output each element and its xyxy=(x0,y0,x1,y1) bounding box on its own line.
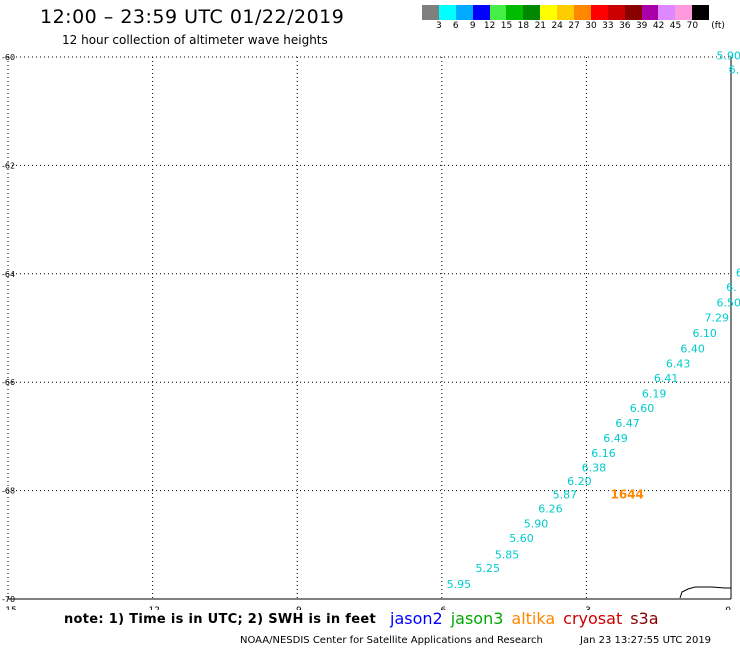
legend-label: 36 xyxy=(619,21,631,31)
wave-height-label: 6.41 xyxy=(654,372,679,385)
legend-label: 70 xyxy=(686,21,699,31)
lat-label: -66 xyxy=(2,378,15,387)
legend-label: 9 xyxy=(469,21,476,31)
footer-credit: NOAA/NESDIS Center for Satellite Applica… xyxy=(240,635,543,646)
wave-height-label: 6.40 xyxy=(680,342,705,355)
lon-label: -15 xyxy=(2,606,17,610)
legend-swatch xyxy=(607,5,625,20)
wave-height-label: 7.29 xyxy=(704,311,729,324)
lon-label: -6 xyxy=(437,606,446,610)
wave-height-label: 6.10 xyxy=(692,327,717,340)
wave-height-label: 6.60 xyxy=(630,402,655,415)
lon-label: 0 xyxy=(725,606,731,610)
page-subtitle: 12 hour collection of altimeter wave hei… xyxy=(62,33,328,47)
legend-swatch xyxy=(675,5,693,20)
wave-height-label: 5.60 xyxy=(509,532,534,545)
footer-note: note: 1) Time is in UTC; 2) SWH is in fe… xyxy=(64,612,376,627)
satellite-cryosat: cryosat xyxy=(563,609,623,628)
legend-swatch xyxy=(641,5,659,20)
legend-swatch xyxy=(506,5,524,20)
color-legend xyxy=(422,5,710,20)
wave-height-label: 6.20 xyxy=(567,475,592,488)
wave-height-label: 6.47 xyxy=(615,417,640,430)
legend-swatch xyxy=(574,5,591,20)
wave-height-label: 6.38 xyxy=(582,462,607,475)
legend-swatch xyxy=(692,5,710,20)
lon-label: -12 xyxy=(145,606,160,610)
legend-swatch xyxy=(472,5,490,20)
lat-label: -70 xyxy=(2,595,15,604)
legend-label: 39 xyxy=(635,21,648,31)
wave-height-label: 6.34 xyxy=(729,63,740,76)
color-legend-labels: 3 6 9 12 15 18 21 24 27 30 33 36 39 42 45 70 (ft) xyxy=(422,21,740,35)
wave-height-label: 6.49 xyxy=(603,432,628,445)
legend-label: 45 xyxy=(669,21,682,31)
legend-swatch xyxy=(523,5,541,20)
lat-label: -64 xyxy=(2,270,15,279)
lat-label: -68 xyxy=(2,487,15,496)
wave-height-label: 6. xyxy=(726,281,737,294)
wave-height-label: 6.16 xyxy=(591,447,616,460)
satellite-altika: altika xyxy=(511,609,556,628)
legend-label: 27 xyxy=(568,21,580,31)
legend-swatch xyxy=(540,5,558,20)
legend-label: 42 xyxy=(652,21,665,31)
legend-label: 3 xyxy=(436,21,442,31)
legend-swatch xyxy=(658,5,676,20)
wave-height-label: 5.90 xyxy=(717,50,740,63)
legend-unit: (ft) xyxy=(711,21,725,31)
legend-swatch xyxy=(438,5,456,20)
wave-height-label: 6 xyxy=(736,267,740,280)
wave-height-label: 6.43 xyxy=(666,358,691,371)
coastline xyxy=(679,586,731,599)
wave-height-map: -60-62-64-66-68-70-15-12-9-6-305.906.346… xyxy=(2,50,740,610)
satellite-legend: jason2 jason3 altika cryosat s3a xyxy=(390,609,667,628)
lon-label: -9 xyxy=(293,606,302,610)
legend-swatch xyxy=(455,5,473,20)
legend-label: 6 xyxy=(452,21,459,31)
wave-height-label: 6.50 xyxy=(717,296,740,309)
wave-height-label: 5.87 xyxy=(553,489,578,502)
legend-label: 33 xyxy=(602,21,614,31)
wave-height-label: 5.85 xyxy=(495,548,520,561)
satellite-jason3: jason3 xyxy=(450,609,504,628)
legend-swatch xyxy=(422,5,439,20)
satellite-s3a: s3a xyxy=(630,609,659,628)
pass-time-label: 1644 xyxy=(611,488,644,502)
lon-label: -3 xyxy=(582,606,591,610)
legend-label: 15 xyxy=(500,21,513,31)
legend-label: 24 xyxy=(551,21,563,31)
legend-swatch xyxy=(590,5,608,20)
satellite-jason2: jason2 xyxy=(390,609,443,628)
wave-height-label: 5.90 xyxy=(524,517,549,530)
legend-label: 12 xyxy=(483,21,496,31)
page-title: 12:00 – 23:59 UTC 01/22/2019 xyxy=(40,6,345,28)
wave-height-label: 6.26 xyxy=(538,502,563,515)
legend-swatch xyxy=(624,5,642,20)
legend-swatch xyxy=(489,5,507,20)
legend-label: 18 xyxy=(517,21,530,31)
wave-height-label: 5.95 xyxy=(447,578,472,591)
lat-label: -62 xyxy=(2,161,15,170)
footer-timestamp: Jan 23 13:27:55 UTC 2019 xyxy=(580,635,712,646)
legend-label: 21 xyxy=(534,21,547,31)
wave-height-label: 5.25 xyxy=(476,562,501,575)
lat-label: -60 xyxy=(2,53,15,62)
legend-swatch xyxy=(557,5,575,20)
legend-label: 30 xyxy=(585,21,597,31)
wave-height-label: 6.19 xyxy=(642,387,667,400)
